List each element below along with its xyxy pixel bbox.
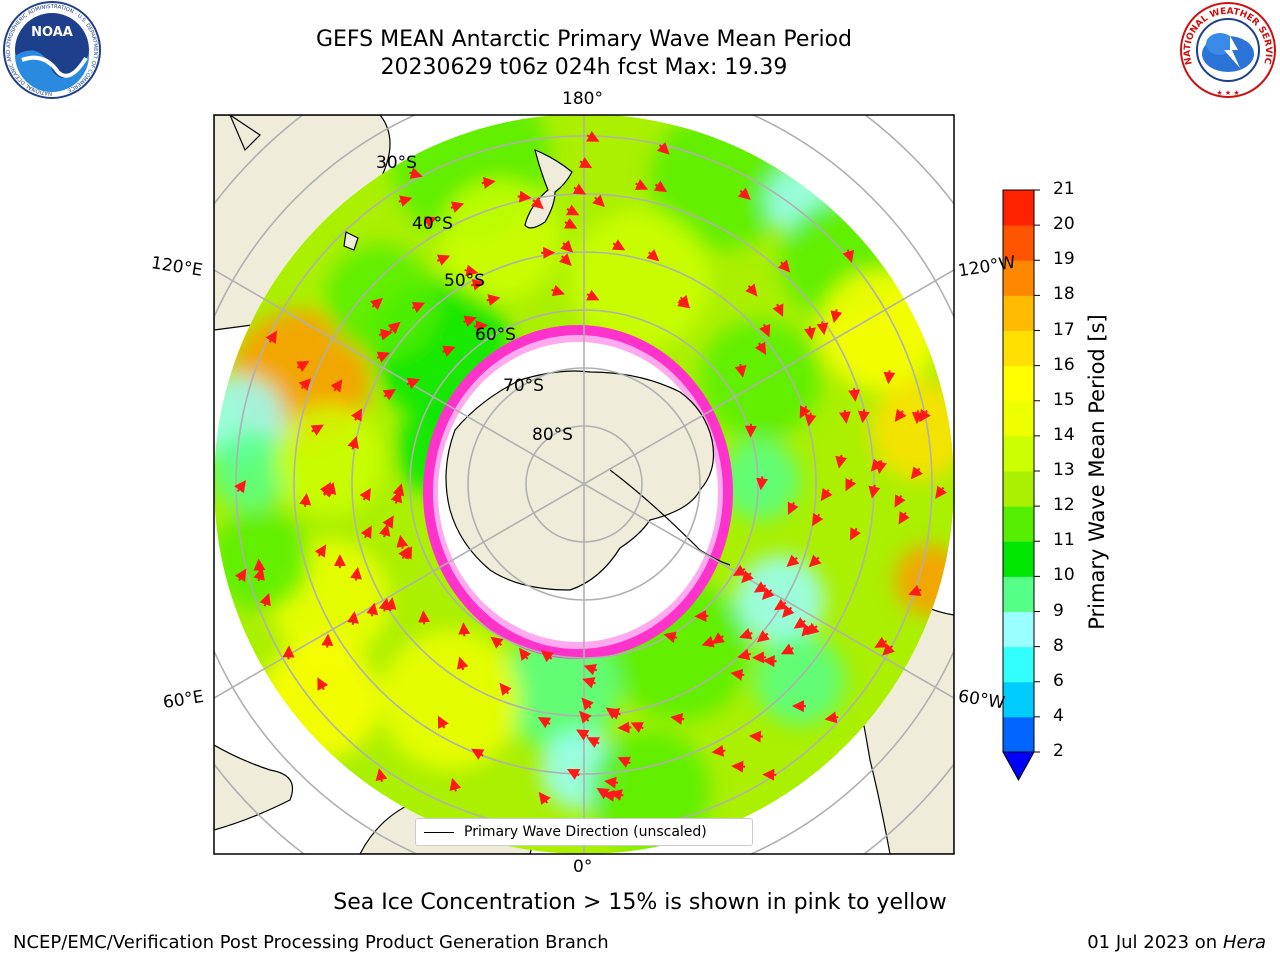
colorbar-tick-label: 8 bbox=[1053, 635, 1064, 656]
colorbar-segment bbox=[1003, 225, 1034, 261]
colorbar-tick-label: 12 bbox=[1053, 495, 1075, 516]
colorbar-segment bbox=[1003, 541, 1034, 577]
colorbar-tick-label: 21 bbox=[1053, 179, 1075, 199]
colorbar-segment bbox=[1003, 611, 1034, 648]
colorbar-segment bbox=[1003, 190, 1034, 226]
footer-machine: Hera bbox=[1222, 932, 1266, 953]
lat-label-40s: 40°S bbox=[412, 214, 453, 234]
svg-text:★ ★ ★: ★ ★ ★ bbox=[1216, 89, 1239, 97]
legend-text: Primary Wave Direction (unscaled) bbox=[464, 824, 707, 840]
sea-ice-caption: Sea Ice Concentration > 15% is shown in … bbox=[333, 890, 947, 915]
colorbar-segment bbox=[1003, 295, 1034, 331]
colorbar-tick-label: 11 bbox=[1053, 530, 1075, 551]
lat-label-30s: 30°S bbox=[376, 153, 417, 173]
colorbar-tick-label: 17 bbox=[1053, 319, 1075, 340]
footer-org: NCEP/EMC/Verification Post Processing Pr… bbox=[13, 932, 609, 953]
colorbar-under-arrow bbox=[1002, 751, 1035, 782]
colorbar-tick-label: 6 bbox=[1053, 670, 1064, 691]
legend-line-icon bbox=[424, 831, 454, 833]
colorbar-segment bbox=[1003, 716, 1034, 753]
colorbar-segment bbox=[1003, 365, 1034, 402]
lat-label-60s: 60°S bbox=[475, 325, 516, 345]
colorbar-tick-label: 2 bbox=[1053, 741, 1064, 761]
colorbar-segment bbox=[1003, 400, 1034, 437]
noaa-logo-text: NOAA bbox=[31, 25, 73, 40]
footer-date: 01 Jul 2023 on Hera bbox=[1087, 932, 1266, 953]
antarctica bbox=[445, 370, 715, 591]
colorbar-tick-label: 15 bbox=[1053, 389, 1075, 410]
colorbar-segment bbox=[1003, 681, 1034, 718]
colorbar-tick-label: 18 bbox=[1053, 284, 1075, 305]
colorbar-tick-label: 16 bbox=[1053, 354, 1075, 375]
map-frame bbox=[213, 114, 955, 855]
chart-title: GEFS MEAN Antarctic Primary Wave Mean Pe… bbox=[315, 27, 853, 52]
lat-label-80s: 80°S bbox=[532, 425, 573, 445]
colorbar-segment bbox=[1003, 506, 1034, 542]
colorbar-label: Primary Wave Mean Period [s] bbox=[1085, 314, 1109, 630]
chart-subtitle: 20230629 t06z 024h fcst Max: 19.39 bbox=[380, 55, 788, 80]
lon-label-0: 0° bbox=[573, 857, 593, 877]
lat-label-70s: 70°S bbox=[503, 376, 544, 396]
colorbar-segment bbox=[1003, 576, 1034, 612]
lon-label-180: 180° bbox=[562, 89, 603, 109]
colorbar-tick-label: 20 bbox=[1053, 214, 1075, 235]
tasmania bbox=[343, 231, 359, 251]
colorbar-tick-label: 9 bbox=[1053, 600, 1064, 621]
colorbar-tick-label: 19 bbox=[1053, 249, 1075, 270]
colorbar-segment bbox=[1003, 646, 1034, 683]
wave-direction-arrows bbox=[234, 130, 948, 806]
map-legend: Primary Wave Direction (unscaled) bbox=[415, 818, 753, 846]
colorbar-tick-label: 10 bbox=[1053, 565, 1075, 586]
colorbar-segment bbox=[1003, 260, 1034, 296]
lat-label-50s: 50°S bbox=[444, 271, 485, 291]
footer-date-text: 01 Jul 2023 on bbox=[1087, 932, 1223, 953]
noaa-logo: NOAA NATIONAL OCEANIC AND ATMOSPHERIC AD… bbox=[3, 1, 101, 99]
colorbar-tick-label: 14 bbox=[1053, 424, 1075, 445]
colorbar-segment bbox=[1003, 471, 1034, 507]
colorbar-segment bbox=[1003, 435, 1034, 472]
colorbar-segment bbox=[1003, 330, 1034, 367]
colorbar-tick-label: 4 bbox=[1053, 705, 1064, 726]
colorbar-tick-label: 13 bbox=[1053, 460, 1075, 480]
colorbar bbox=[1002, 189, 1040, 782]
nws-logo: NATIONAL WEATHER SERVICE ★ ★ ★ bbox=[1176, 0, 1276, 98]
